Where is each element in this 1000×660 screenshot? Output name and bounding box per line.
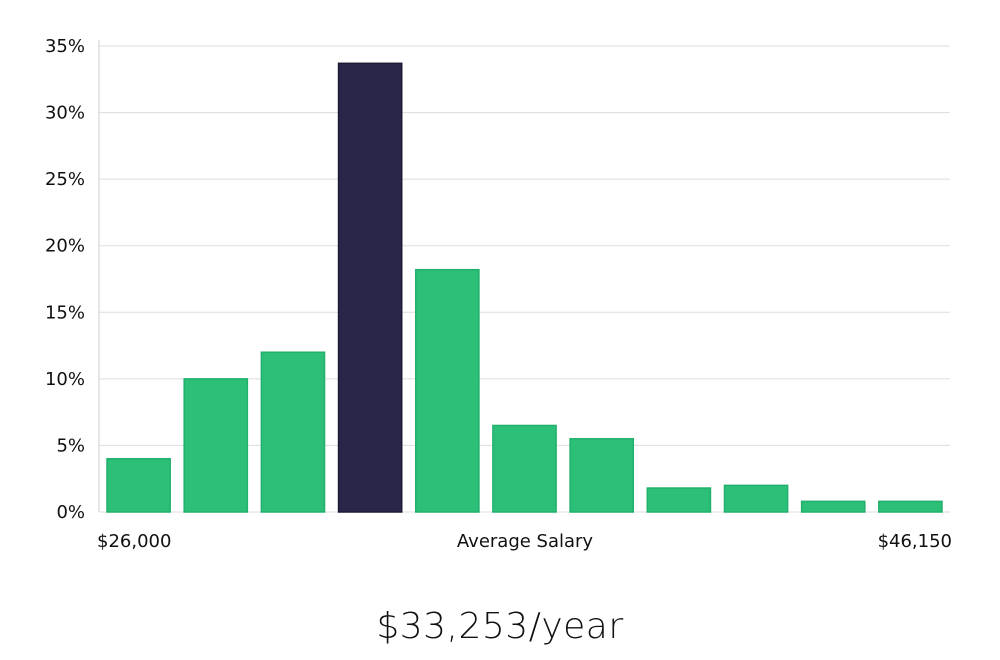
bar — [414, 268, 480, 513]
y-tick-label: 35% — [45, 36, 85, 57]
bar — [569, 438, 635, 513]
y-tick-label: 20% — [45, 236, 85, 257]
y-tick-label: 25% — [45, 169, 85, 190]
bar — [723, 484, 789, 513]
bar — [800, 500, 866, 513]
bar — [492, 424, 557, 513]
bars — [106, 62, 943, 513]
y-tick-label: 0% — [56, 502, 85, 523]
x-max-label: $46,150 — [878, 531, 952, 552]
bar — [646, 487, 712, 513]
bar — [260, 351, 326, 513]
bar — [878, 500, 943, 513]
x-min-label: $26,000 — [97, 531, 171, 552]
bar — [183, 378, 249, 513]
salary-histogram: 0% 5% 10% 15% 20% 25% 30% 35% $26,000 Average Sal… — [45, 36, 952, 552]
y-tick-label: 10% — [45, 369, 85, 390]
y-tick-label: 15% — [45, 302, 85, 323]
average-salary-value: $33,253/year — [376, 606, 624, 647]
y-tick-label: 30% — [45, 103, 85, 124]
bar-highlighted — [337, 62, 403, 513]
tick-labels: 0% 5% 10% 15% 20% 25% 30% 35% $26,000 Average Sal… — [45, 36, 952, 552]
x-axis-title: Average Salary — [457, 531, 594, 552]
bar — [106, 457, 171, 513]
y-tick-label: 5% — [56, 435, 85, 456]
